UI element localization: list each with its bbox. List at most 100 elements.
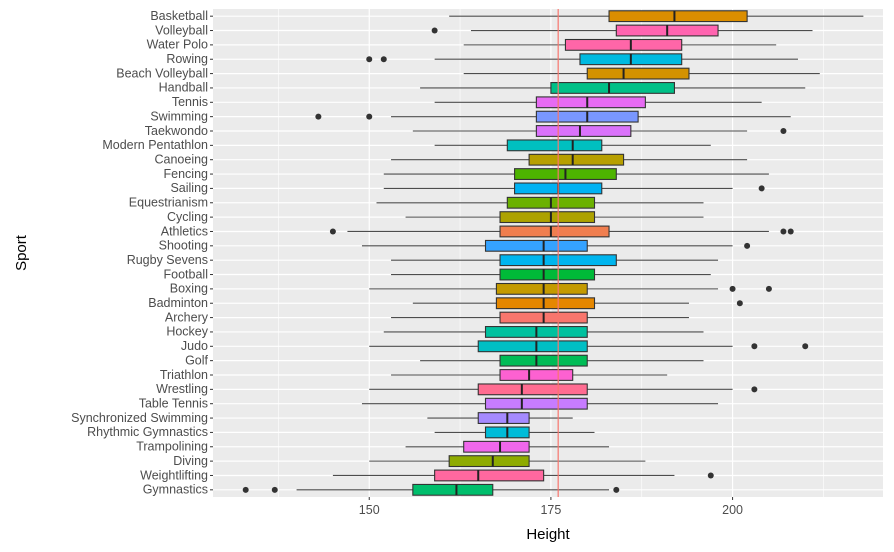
y-tick-label: Hockey <box>166 325 208 339</box>
outlier-point <box>613 486 620 493</box>
y-tick-label: Weightlifting <box>140 468 208 482</box>
box-golf <box>420 354 704 367</box>
y-tick-label: Basketball <box>150 9 208 23</box>
x-axis: 150 175 200 <box>359 497 743 517</box>
box-triathlon <box>391 369 668 381</box>
box-judo <box>369 340 809 353</box>
y-tick-label: Table Tennis <box>139 397 208 411</box>
box-taekwondo <box>412 125 787 137</box>
box-equestrianism <box>376 196 704 209</box>
y-tick-label: Athletics <box>161 224 208 238</box>
box-hockey <box>383 326 704 338</box>
box-rowing <box>366 53 798 66</box>
outlier-point <box>366 113 373 120</box>
box-trampolining <box>405 440 610 453</box>
box-gymnastics <box>242 483 620 496</box>
box-iqr <box>463 440 530 453</box>
box-volleyball <box>431 24 813 37</box>
y-tick-label: Cycling <box>167 210 208 224</box>
outlier-point <box>431 27 438 34</box>
outlier-point <box>765 285 772 292</box>
outlier-point <box>380 56 387 63</box>
box-iqr <box>506 139 603 152</box>
y-tick-label: Gymnastics <box>143 483 208 497</box>
y-tick-label: Volleyball <box>155 23 208 37</box>
y-tick-label: Rugby Sevens <box>127 253 208 267</box>
box-wrestling <box>369 383 758 396</box>
y-tick-label: Badminton <box>148 296 208 310</box>
y-tick-label: Wrestling <box>156 382 208 396</box>
y-tick-label: Football <box>164 267 208 281</box>
box-synchronized-swimming <box>427 412 573 424</box>
box-iqr <box>499 211 596 224</box>
y-tick-label: Golf <box>185 353 208 367</box>
y-tick-label: Water Polo <box>147 38 208 52</box>
x-tick-label: 200 <box>722 503 743 517</box>
box-beach-volleyball <box>463 67 820 80</box>
boxes-group <box>242 9 864 497</box>
box-iqr <box>499 225 610 238</box>
outlier-point <box>729 285 736 292</box>
box-iqr <box>434 469 545 482</box>
box-boxing <box>369 282 772 295</box>
box-iqr <box>608 10 748 23</box>
outlier-point <box>315 113 322 120</box>
box-iqr <box>495 297 596 310</box>
box-diving <box>369 455 646 468</box>
box-iqr <box>535 125 632 137</box>
outlier-point <box>744 242 751 249</box>
x-axis-title: Height <box>526 526 570 543</box>
x-tick-label: 150 <box>359 503 380 517</box>
outlier-point <box>758 185 765 192</box>
box-tennis <box>434 96 762 109</box>
box-rhythmic-gymnastics <box>434 426 595 439</box>
box-archery <box>391 311 689 324</box>
box-canoeing <box>391 153 748 166</box>
outlier-point <box>780 128 787 134</box>
y-tick-label: Equestrianism <box>129 196 208 210</box>
y-tick-label: Judo <box>181 339 208 353</box>
box-swimming <box>315 110 791 123</box>
box-iqr <box>586 67 690 80</box>
outlier-point <box>329 228 336 235</box>
box-iqr <box>495 282 588 295</box>
box-iqr <box>535 96 646 109</box>
y-tick-label: Boxing <box>170 282 208 296</box>
outlier-point <box>751 386 758 393</box>
box-handball <box>420 82 806 94</box>
outlier-point <box>271 486 278 493</box>
box-badminton <box>412 297 743 310</box>
box-iqr <box>499 354 588 367</box>
outlier-point <box>707 472 714 479</box>
y-tick-label: Triathlon <box>160 368 208 382</box>
y-tick-label: Beach Volleyball <box>116 66 208 80</box>
outlier-point <box>366 56 373 63</box>
y-tick-label: Taekwondo <box>145 124 208 138</box>
box-iqr <box>448 455 530 468</box>
y-tick-label: Swimming <box>150 109 208 123</box>
y-tick-label: Handball <box>159 81 208 95</box>
box-weightlifting <box>332 469 714 482</box>
box-basketball <box>449 10 864 23</box>
y-tick-label: Tennis <box>172 95 208 109</box>
outlier-point <box>751 343 758 350</box>
y-tick-label: Rhythmic Gymnastics <box>87 425 208 439</box>
box-iqr <box>484 397 588 410</box>
box-athletics <box>329 225 794 238</box>
y-tick-label: Diving <box>173 454 208 468</box>
box-iqr <box>499 268 596 281</box>
y-tick-label: Synchronized Swimming <box>71 411 208 425</box>
plot-panel <box>213 9 883 497</box>
outlier-point <box>736 300 743 307</box>
y-tick-label: Trampolining <box>136 440 208 454</box>
y-axis-title: Sport <box>13 234 30 271</box>
y-tick-label: Fencing <box>164 167 209 181</box>
box-iqr <box>550 82 675 94</box>
box-iqr <box>412 483 494 496</box>
outlier-point <box>787 228 794 235</box>
y-tick-label: Canoeing <box>154 153 208 167</box>
y-tick-label: Archery <box>165 310 209 324</box>
outlier-point <box>780 228 787 235</box>
box-iqr <box>477 383 588 396</box>
box-cycling <box>405 211 704 224</box>
